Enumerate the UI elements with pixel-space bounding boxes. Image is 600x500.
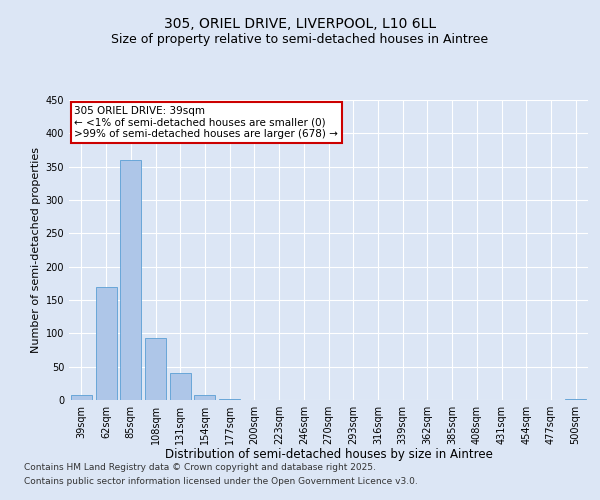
Bar	[565, 398, 586, 400]
Bar	[219, 398, 240, 400]
Bar	[145, 338, 166, 400]
Text: 305 ORIEL DRIVE: 39sqm
← <1% of semi-detached houses are smaller (0)
>99% of sem: 305 ORIEL DRIVE: 39sqm ← <1% of semi-det…	[74, 106, 338, 139]
Bar	[95, 286, 116, 400]
Text: 305, ORIEL DRIVE, LIVERPOOL, L10 6LL: 305, ORIEL DRIVE, LIVERPOOL, L10 6LL	[164, 18, 436, 32]
X-axis label: Distribution of semi-detached houses by size in Aintree: Distribution of semi-detached houses by …	[164, 448, 493, 462]
Text: Contains HM Land Registry data © Crown copyright and database right 2025.: Contains HM Land Registry data © Crown c…	[24, 464, 376, 472]
Bar	[170, 374, 191, 400]
Text: Contains public sector information licensed under the Open Government Licence v3: Contains public sector information licen…	[24, 477, 418, 486]
Text: Size of property relative to semi-detached houses in Aintree: Size of property relative to semi-detach…	[112, 32, 488, 46]
Y-axis label: Number of semi-detached properties: Number of semi-detached properties	[31, 147, 41, 353]
Bar	[120, 160, 141, 400]
Bar	[71, 396, 92, 400]
Bar	[194, 394, 215, 400]
